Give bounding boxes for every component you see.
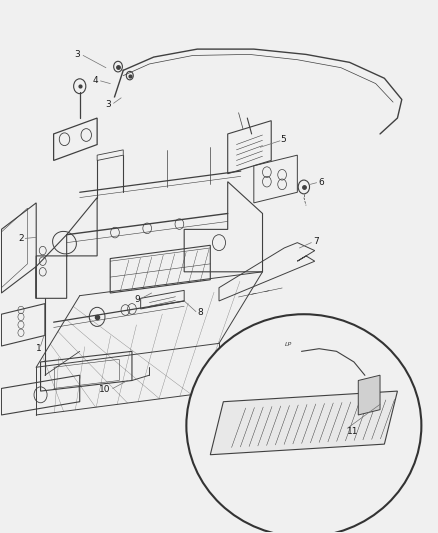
Text: LP: LP bbox=[285, 343, 292, 348]
Text: 6: 6 bbox=[318, 178, 324, 187]
Text: 2: 2 bbox=[18, 234, 24, 243]
Text: 3: 3 bbox=[74, 50, 81, 59]
Ellipse shape bbox=[186, 314, 421, 533]
Polygon shape bbox=[358, 375, 380, 415]
Text: 9: 9 bbox=[134, 295, 140, 304]
Text: 3: 3 bbox=[105, 100, 111, 109]
Polygon shape bbox=[210, 391, 397, 455]
Text: 4: 4 bbox=[92, 76, 98, 85]
Text: 5: 5 bbox=[280, 135, 286, 144]
Text: 10: 10 bbox=[99, 385, 110, 394]
Text: 8: 8 bbox=[198, 308, 204, 317]
Text: 11: 11 bbox=[347, 427, 359, 437]
Text: 7: 7 bbox=[313, 237, 318, 246]
Text: 1: 1 bbox=[35, 344, 41, 353]
